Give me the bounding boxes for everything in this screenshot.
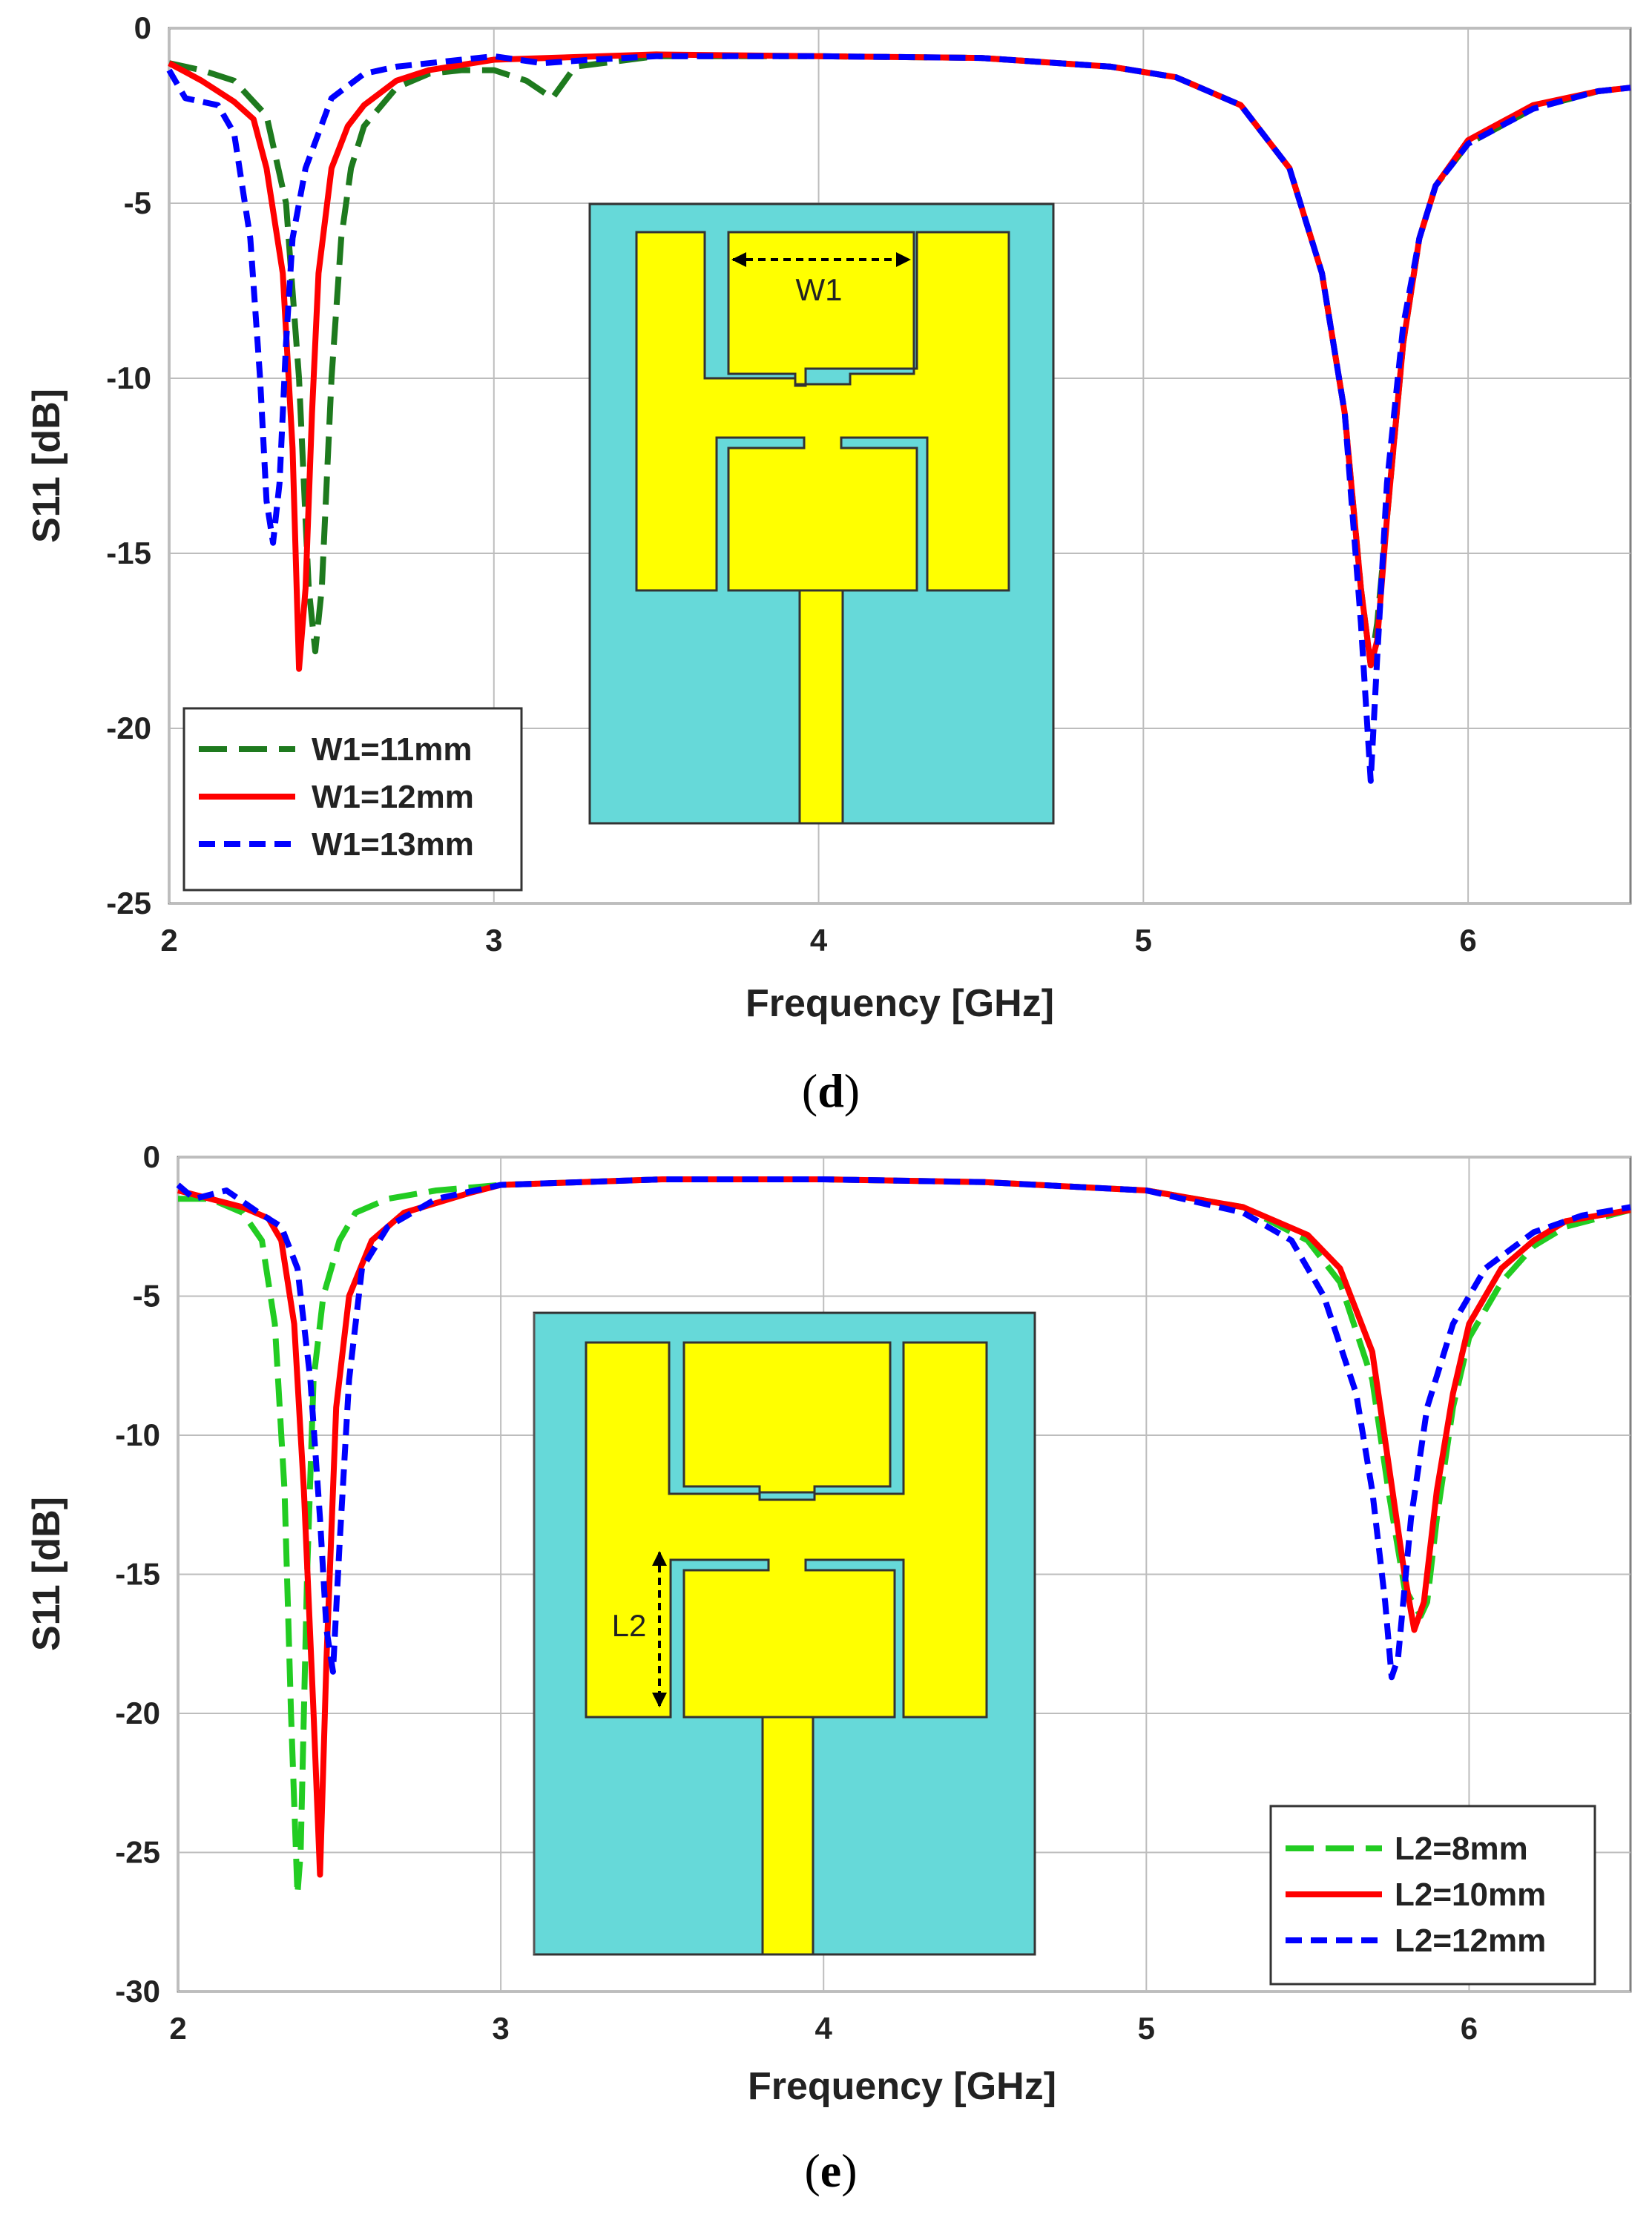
legend-d: W1=11mm W1=12mm W1=13mm <box>182 707 523 892</box>
y-tick-label: -10 <box>115 1417 160 1452</box>
caption-letter-d: d <box>817 1064 844 1117</box>
y-tick-label: -25 <box>106 886 151 920</box>
y-tick-label: -15 <box>106 536 151 570</box>
caption-d: (d) <box>802 1064 860 1117</box>
series-line-l2-12mm <box>176 1176 1631 1681</box>
x-tick-label: 4 <box>815 2011 833 2046</box>
y-tick-label: -30 <box>115 1974 160 2009</box>
y-ticks-e: 0 -5 -10 -15 -20 -25 -30 <box>115 1139 160 2009</box>
series-group-e <box>176 1176 1632 1897</box>
legend-label: W1=13mm <box>312 826 474 863</box>
y-tick-label: 0 <box>134 10 151 45</box>
antenna-inset-d: W1 <box>588 202 1055 825</box>
legend-label: L2=12mm <box>1395 1923 1546 1959</box>
caption-letter-e: e <box>820 2144 841 2197</box>
chart-panel-e: 0 -5 -10 -15 -20 -25 -30 2 3 4 5 6 L2 L2=8mm L2=10m… <box>25 1139 1632 2197</box>
x-tick-label: 3 <box>492 2011 509 2046</box>
series-line-l2-8mm <box>178 1176 1632 1897</box>
y-tick-label: -15 <box>115 1557 160 1592</box>
y-tick-label: -20 <box>115 1696 160 1730</box>
x-tick-label: 6 <box>1459 923 1476 958</box>
x-ticks-e: 2 3 4 5 6 <box>169 2011 1478 2046</box>
y-axis-title-d: S11 [dB] <box>25 389 68 543</box>
y-tick-label: 0 <box>143 1139 160 1174</box>
legend-label: L2=10mm <box>1395 1877 1546 1913</box>
y-tick-label: -5 <box>124 185 151 220</box>
w1-dimension-label: W1 <box>796 272 843 307</box>
legend-label: W1=11mm <box>312 731 472 768</box>
y-ticks-d: 0 -5 -10 -15 -20 -25 <box>106 10 151 920</box>
legend-label: W1=12mm <box>312 779 474 815</box>
radiating-patch-e <box>585 1341 988 1719</box>
x-ticks-d: 2 3 4 5 6 <box>160 923 1476 958</box>
series-line-w1-13mm <box>166 53 1631 784</box>
x-tick-label: 6 <box>1461 2011 1478 2046</box>
legend-e: L2=8mm L2=10mm L2=12mm <box>1269 1805 1596 1986</box>
series-group-d <box>166 51 1631 784</box>
caption-e: (e) <box>804 2144 857 2197</box>
x-axis-title-e: Frequency [GHz] <box>748 2065 1056 2108</box>
y-tick-label: -25 <box>115 1835 160 1870</box>
x-tick-label: 5 <box>1135 923 1152 958</box>
y-axis-title-e: S11 [dB] <box>25 1497 68 1651</box>
x-axis-title-d: Frequency [GHz] <box>746 982 1054 1025</box>
y-tick-label: -20 <box>106 711 151 745</box>
legend-label: L2=8mm <box>1395 1831 1528 1867</box>
radiating-patch-d <box>635 231 1010 592</box>
x-tick-label: 4 <box>810 923 828 958</box>
x-tick-label: 5 <box>1138 2011 1155 2046</box>
x-tick-label: 3 <box>485 923 502 958</box>
feed-line-e <box>761 1716 815 1956</box>
y-tick-label: -10 <box>106 360 151 395</box>
feed-line-d <box>798 584 844 825</box>
x-tick-label: 2 <box>160 923 177 958</box>
antenna-inset-e: L2 <box>533 1311 1036 1956</box>
l2-dimension-label: L2 <box>612 1608 647 1643</box>
x-tick-label: 2 <box>169 2011 186 2046</box>
y-tick-label: -5 <box>133 1279 160 1314</box>
